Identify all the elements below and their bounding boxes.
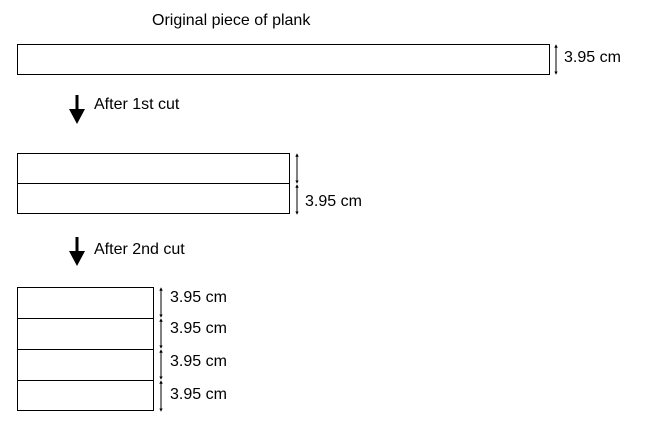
- down-arrow-icon-first-cut: [69, 95, 85, 124]
- plank-piece-stage3-4: [17, 380, 154, 411]
- step-label-second-cut: After 2nd cut: [94, 241, 185, 258]
- step-label-first-cut: After 1st cut: [94, 96, 180, 113]
- stage3-thickness-label-4: 3.95 cm: [170, 386, 227, 403]
- original-plank: [17, 44, 550, 75]
- plank-piece-stage2-bottom: [17, 183, 290, 214]
- down-arrow-icon-second-cut: [69, 237, 85, 266]
- stage3-thickness-label-1: 3.95 cm: [170, 289, 227, 306]
- stage3-thickness-label-2: 3.95 cm: [170, 320, 227, 337]
- plank-thickness-label: 3.95 cm: [564, 49, 621, 66]
- stage3-thickness-label-3: 3.95 cm: [170, 353, 227, 370]
- stage2-thickness-label: 3.95 cm: [305, 193, 362, 210]
- plank-piece-stage3-3: [17, 349, 154, 381]
- diagram-title: Original piece of plank: [152, 12, 311, 29]
